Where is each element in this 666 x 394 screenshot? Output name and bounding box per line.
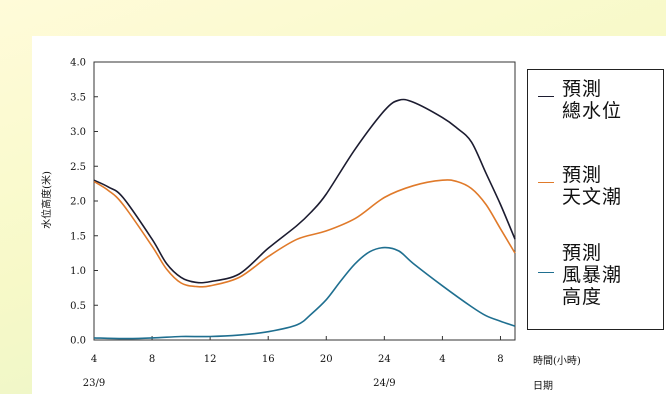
legend: 預測 總水位 預測 天文潮 預測 風暴潮 高度 <box>527 69 664 330</box>
y-tick-label: 4.0 <box>70 58 86 69</box>
plot-area <box>93 61 516 341</box>
date-axis-label: 日期 <box>533 381 553 392</box>
x-tick-label: 16 <box>262 354 275 365</box>
x-axis-ticks: 4 8 12 16 20 24 4 8 23/9 24/9 <box>83 336 504 389</box>
legend-swatch-total <box>538 96 554 97</box>
x-tick-label: 24 <box>378 354 391 365</box>
legend-swatch-astronomical <box>538 182 554 183</box>
y-tick-label: 0.0 <box>70 336 86 347</box>
x-tick-label: 12 <box>204 354 217 365</box>
series-layer <box>93 98 516 340</box>
y-tick-label: 3.0 <box>70 127 86 138</box>
x-tick-label: 8 <box>497 354 503 365</box>
legend-swatch-storm-surge <box>538 272 554 273</box>
legend-label-astronomical: 預測 天文潮 <box>562 164 623 208</box>
x-tick-label: 20 <box>320 354 333 365</box>
y-tick-label: 2.0 <box>70 197 86 208</box>
x-tick-label: 4 <box>439 354 445 365</box>
y-tick-label: 1.5 <box>70 231 86 242</box>
series-line-storm-surge <box>93 246 516 340</box>
series-line-total-water-level <box>93 98 516 284</box>
legend-label-total: 預測 總水位 <box>562 78 623 122</box>
date-tick-label: 24/9 <box>373 378 395 389</box>
y-tick-label: 3.5 <box>70 92 86 103</box>
x-axis-label: 時間(小時) <box>533 356 581 367</box>
y-axis-ticks: 0.0 0.5 1.0 1.5 2.0 2.5 3.0 3.5 4.0 <box>70 58 98 347</box>
x-tick-label: 4 <box>91 354 97 365</box>
x-tick-label: 8 <box>149 354 155 365</box>
y-axis-label: 水位高度(米) <box>40 171 53 229</box>
y-tick-label: 0.5 <box>70 301 86 312</box>
y-tick-label: 1.0 <box>70 266 86 277</box>
legend-label-storm-surge: 預測 風暴潮 高度 <box>562 242 623 308</box>
series-line-astronomical-tide <box>93 179 516 288</box>
y-tick-label: 2.5 <box>70 162 86 173</box>
plot-frame <box>93 61 516 341</box>
date-tick-label: 23/9 <box>83 378 105 389</box>
